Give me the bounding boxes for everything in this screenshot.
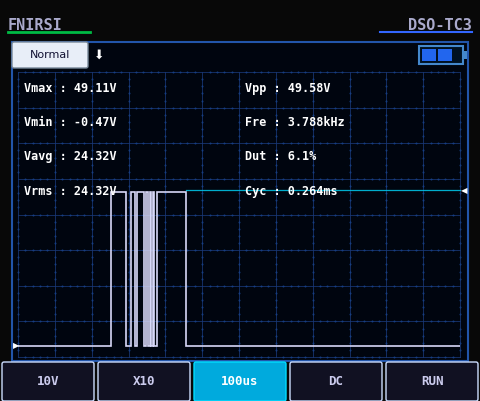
Bar — [463, 51, 467, 59]
Bar — [12, 42, 468, 361]
Text: Cyc : 0.264ms: Cyc : 0.264ms — [245, 184, 337, 198]
FancyBboxPatch shape — [386, 362, 478, 401]
Text: FNIRSI: FNIRSI — [8, 18, 63, 33]
Text: ⬇: ⬇ — [94, 49, 105, 61]
Bar — [419, 46, 463, 64]
Text: Normal: Normal — [30, 50, 70, 60]
Text: Vmax : 49.11V: Vmax : 49.11V — [24, 82, 117, 95]
Text: Vavg : 24.32V: Vavg : 24.32V — [24, 150, 117, 163]
Text: 10V: 10V — [37, 375, 59, 388]
Text: Dut : 6.1%: Dut : 6.1% — [245, 150, 316, 163]
FancyBboxPatch shape — [290, 362, 382, 401]
Text: Vrms : 24.32V: Vrms : 24.32V — [24, 184, 117, 198]
Text: RUN: RUN — [421, 375, 443, 388]
FancyBboxPatch shape — [98, 362, 190, 401]
Text: Fre : 3.788kHz: Fre : 3.788kHz — [245, 116, 345, 129]
Text: DSO-TC3: DSO-TC3 — [408, 18, 472, 33]
Bar — [422, 49, 436, 61]
Text: ◀: ◀ — [460, 186, 467, 195]
Text: 100us: 100us — [221, 375, 259, 388]
Text: Vpp : 49.58V: Vpp : 49.58V — [245, 82, 331, 95]
Text: X10: X10 — [133, 375, 155, 388]
Text: ▶: ▶ — [13, 341, 20, 350]
FancyBboxPatch shape — [12, 42, 88, 68]
Text: DC: DC — [328, 375, 344, 388]
Bar — [438, 49, 452, 61]
FancyBboxPatch shape — [2, 362, 94, 401]
FancyBboxPatch shape — [194, 362, 286, 401]
Text: Vmin : -0.47V: Vmin : -0.47V — [24, 116, 117, 129]
